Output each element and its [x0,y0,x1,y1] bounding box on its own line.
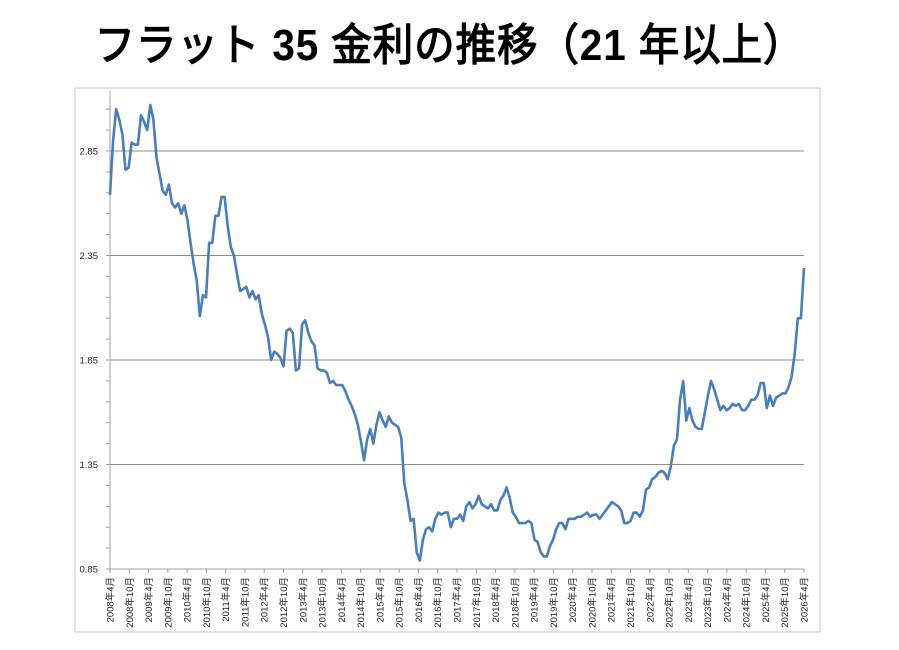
x-tick-label: 2009年4月 [143,577,155,622]
x-tick-label: 2024年10月 [741,577,753,628]
x-tick-label: 2024年4月 [721,577,733,622]
x-tick-label: 2023年4月 [683,577,695,622]
x-tick-label: 2013年10月 [317,577,329,628]
x-tick-label: 2018年10月 [509,577,521,628]
x-tick-label: 2014年10月 [355,577,367,628]
chart-title: フラット 35 金利の推移（21 年以上） [94,21,805,70]
x-tick-label: 2011年10月 [239,577,251,627]
x-tick-label: 2010年4月 [182,577,194,622]
y-tick-label: 2.85 [80,147,99,158]
chart-frame [74,87,821,633]
x-tick-label: 2015年10月 [394,577,406,628]
x-tick-label: 2013年4月 [297,577,309,622]
y-tick-label: 0.85 [80,565,99,576]
gridlines [110,150,804,465]
y-tick-label: 2.35 [80,251,99,262]
series-line [108,103,806,562]
x-tick-label: 2014年4月 [336,577,348,622]
x-tick-label: 2022年10月 [664,577,676,628]
x-tick-label: 2012年4月 [259,577,271,622]
x-tick-label: 2016年10月 [432,577,444,628]
x-tick-label: 2021年10月 [625,577,637,628]
x-tick-label: 2012年10月 [278,577,290,628]
x-tick-label: 2017年10月 [471,577,483,628]
x-tick-label: 2019年10月 [548,577,560,628]
x-tick-label: 2021年4月 [606,577,618,622]
x-tick-label: 2010年10月 [201,577,213,628]
x-tick-label: 2025年4月 [760,577,772,622]
x-tick-label: 2008年10月 [124,577,136,628]
x-tick-label: 2020年10月 [586,577,598,628]
y-axis: 0.85 1.35 1.85 2.35 2.85 [80,90,111,576]
x-tick-label: 2023年10月 [702,577,714,628]
x-tick-label: 2022年4月 [644,577,656,622]
y-tick-label: 1.85 [80,356,99,367]
x-tick-label: 2026年4月 [799,577,811,622]
x-tick-label: 2011年4月 [220,577,232,622]
x-tick-label: 2017年4月 [452,577,464,622]
x-tick-label: 2025年10月 [779,577,791,628]
x-tick-label: 2008年4月 [105,577,117,622]
x-tick-label: 2020年4月 [567,577,579,622]
x-tick-label: 2009年10月 [162,577,174,628]
y-tick-label: 1.35 [80,460,99,471]
x-tick-label: 2016年4月 [413,577,425,622]
x-axis: 2008年4月 2008年10月 2009年4月 2009年10月 2010年4月 201… [105,568,811,628]
x-tick-label: 2015年4月 [374,577,386,622]
x-tick-label: 2018年4月 [490,577,502,622]
x-tick-label: 2019年4月 [529,577,541,622]
